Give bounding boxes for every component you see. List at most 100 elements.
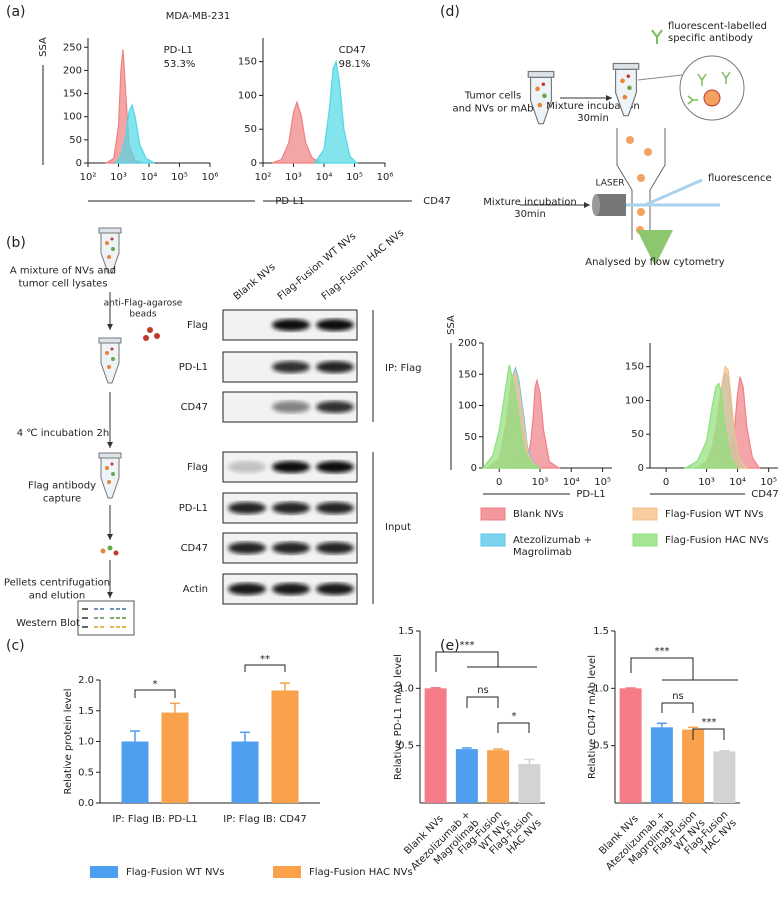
x-tick-label: 10⁶ — [202, 172, 219, 183]
legend-swatch — [480, 507, 506, 521]
y-axis-label: SSA — [446, 315, 457, 335]
y-axis-label: SSA — [38, 37, 49, 57]
y-axis-label: Relative PD-L1 mAb level — [393, 654, 404, 780]
x-tick-label: 10³ — [110, 172, 127, 183]
significance-bracket — [497, 722, 530, 733]
density-curve — [114, 103, 155, 164]
bar — [713, 751, 736, 803]
y-tick-label: 0 — [76, 158, 82, 169]
diagram-text: Mixture incubation 30min — [483, 197, 576, 220]
y-tick-label: 2.0 — [78, 675, 94, 686]
y-axis-label: Relative protein level — [63, 688, 74, 794]
band — [316, 361, 354, 373]
y-tick-label: 0.0 — [78, 798, 94, 809]
workflow-b: A mixture of NVs and tumor cell lysates a… — [4, 228, 183, 636]
legend-swatch — [90, 866, 118, 878]
antibody — [651, 29, 663, 44]
step-text: 4 ℃ incubation 2h — [17, 428, 109, 439]
x-tick-label: 10³ — [532, 477, 549, 488]
bar — [231, 741, 259, 803]
laser — [596, 194, 626, 216]
y-tick-label: 0.5 — [78, 767, 94, 778]
x-axis-label: PD-L1 — [576, 489, 605, 500]
cell — [636, 226, 644, 234]
bead — [154, 333, 160, 339]
pellet — [113, 550, 119, 556]
x-tick-label: 10⁶ — [377, 172, 394, 183]
bar — [487, 750, 510, 803]
panel-label: (a) — [6, 4, 26, 20]
density-curve — [271, 100, 324, 164]
bar — [682, 729, 705, 803]
laser — [592, 194, 600, 216]
step-text: Flag antibody capture — [28, 481, 96, 505]
lane-label: Flag-Fusion HAC NVs — [320, 228, 406, 303]
band — [316, 542, 354, 554]
bar — [161, 712, 189, 803]
connector — [637, 74, 683, 81]
band — [316, 502, 354, 514]
x-tick-label: 10⁴ — [316, 172, 333, 183]
legend-swatch — [632, 533, 658, 547]
panel-label: (b) — [6, 235, 26, 251]
significance-bracket — [692, 728, 725, 740]
y-axis-label: Relative CD47 mAb level — [587, 655, 598, 779]
y-tick-label: 1.5 — [78, 706, 94, 717]
step-text: A mixture of NVs and tumor cell lysates — [10, 266, 116, 290]
tube — [99, 338, 121, 383]
step-text: Pellets centrifugation and elution — [4, 578, 110, 602]
lane-label: Blank NVs — [232, 262, 278, 303]
blot-icon-bands — [82, 608, 128, 628]
x-tick-label: 10⁴ — [141, 172, 158, 183]
legend-label: Flag-Fusion WT NVs — [126, 867, 225, 878]
bar — [619, 688, 642, 803]
row-label: CD47 — [181, 402, 208, 413]
bar — [271, 690, 299, 803]
x-tick-label: 0 — [496, 477, 502, 488]
antibody — [687, 71, 731, 105]
x-tick-label: 10⁴ — [729, 477, 746, 488]
y-tick-label: 0.5 — [593, 741, 609, 752]
annotation: PD-L1 — [164, 45, 193, 56]
legend-label: Atezolizumab + Magrolimab — [513, 535, 592, 558]
x-tick-label: 10³ — [698, 477, 715, 488]
annotation: 98.1% — [339, 59, 371, 70]
significance-bracket — [244, 664, 286, 672]
tube — [527, 70, 555, 125]
y-tick-label: 0 — [251, 158, 257, 169]
band — [272, 583, 310, 595]
annotation: CD47 — [339, 45, 366, 56]
density-curve — [481, 364, 541, 469]
flow-cell — [616, 128, 666, 240]
y-tick-label: 1.5 — [398, 626, 414, 637]
bead — [143, 335, 149, 341]
x-tick-label: 10⁵ — [760, 477, 777, 488]
significance-label: *** — [702, 717, 717, 728]
significance-bracket — [435, 651, 499, 672]
row-label: Flag — [187, 462, 208, 473]
assay-d: Tumor cells and NVs or mAb Mixture incuba… — [452, 21, 771, 268]
band — [316, 461, 354, 473]
significance-bracket — [134, 689, 176, 698]
pellet — [107, 545, 113, 551]
bar — [455, 749, 478, 803]
bar — [424, 688, 447, 803]
band — [316, 319, 354, 331]
band — [228, 542, 266, 554]
x-tick-label: 10⁵ — [346, 172, 363, 183]
y-tick-label: 150 — [625, 362, 644, 373]
legend-label: Blank NVs — [513, 509, 564, 520]
y-tick-label: 100 — [63, 112, 82, 123]
y-tick-label: 1.5 — [593, 626, 609, 637]
bar — [518, 764, 541, 803]
x-tick-label: 10² — [80, 172, 97, 183]
step-text: anti-Flag-agarose beads — [104, 298, 183, 319]
pellet — [100, 548, 106, 554]
bar — [650, 727, 673, 803]
panel-label: (d) — [440, 4, 460, 20]
legend-label: Flag-Fusion HAC NVs — [309, 867, 413, 878]
y-tick-label: 150 — [238, 57, 257, 68]
row-label: Flag — [187, 320, 208, 331]
x-tick-label: 10⁵ — [594, 477, 611, 488]
